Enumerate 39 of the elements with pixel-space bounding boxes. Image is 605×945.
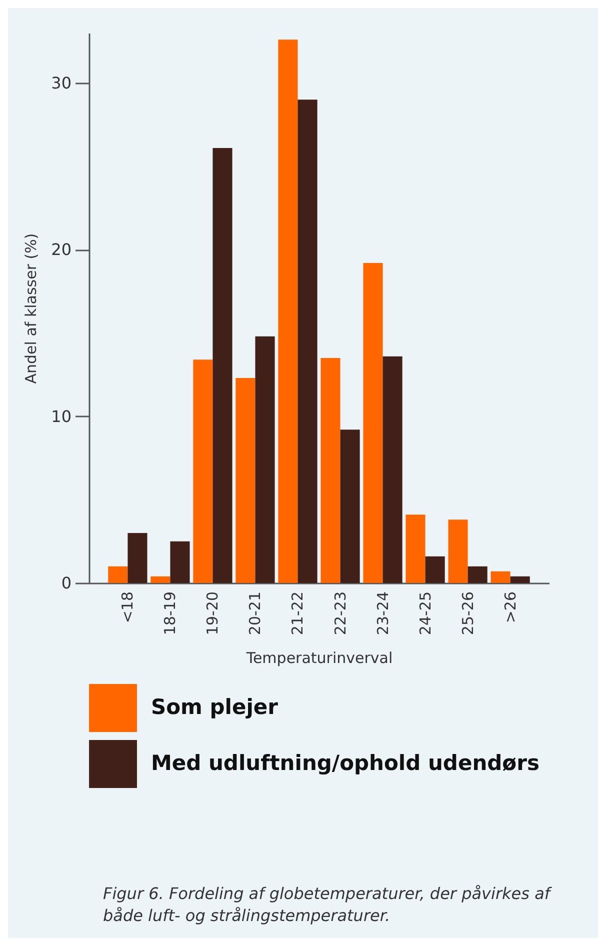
bar — [363, 263, 383, 583]
bar — [425, 556, 445, 583]
bar — [212, 148, 232, 583]
bar — [193, 360, 213, 583]
bar — [320, 358, 340, 583]
bar — [236, 378, 256, 583]
bar — [406, 514, 426, 583]
bar — [340, 430, 360, 583]
x-tick-label: 24-25 — [416, 592, 434, 636]
x-tick-label: 18-19 — [161, 592, 180, 636]
bar — [510, 576, 530, 583]
x-axis-title: Temperaturinverval — [245, 649, 393, 668]
y-tick-label: 0 — [61, 574, 72, 592]
x-tick-label: 20-21 — [246, 592, 264, 636]
y-axis-title: Andel af klasser (%) — [22, 233, 40, 384]
bar — [490, 571, 510, 583]
bar — [170, 541, 190, 583]
bar — [382, 356, 402, 583]
x-tick-label: 23-24 — [374, 592, 392, 636]
x-tick-label: 19-20 — [204, 592, 222, 636]
bar — [255, 336, 275, 583]
x-tick-label: 22-23 — [331, 592, 350, 636]
bar — [448, 520, 468, 583]
y-tick-label: 10 — [51, 406, 72, 426]
bar — [468, 566, 488, 583]
bar — [150, 576, 170, 583]
legend-label: Som plejer — [151, 695, 279, 719]
legend-label: Med udluftning/ophold udendørs — [151, 751, 540, 775]
y-tick-label: 20 — [51, 240, 72, 260]
x-tick-label: <18 — [118, 592, 137, 624]
x-tick-label: >26 — [501, 592, 520, 624]
x-tick-label: 25-26 — [458, 592, 477, 636]
text: Figur 6. Fordeling af globetemperaturer, der påvirkes af både luft- og strålingstemperaturer. — [103, 883, 553, 927]
y-tick-label: 30 — [51, 74, 72, 92]
bar — [298, 100, 318, 583]
bar — [278, 40, 298, 583]
bar — [108, 566, 128, 583]
x-tick-label: 21-22 — [288, 592, 307, 636]
bar — [128, 533, 148, 583]
